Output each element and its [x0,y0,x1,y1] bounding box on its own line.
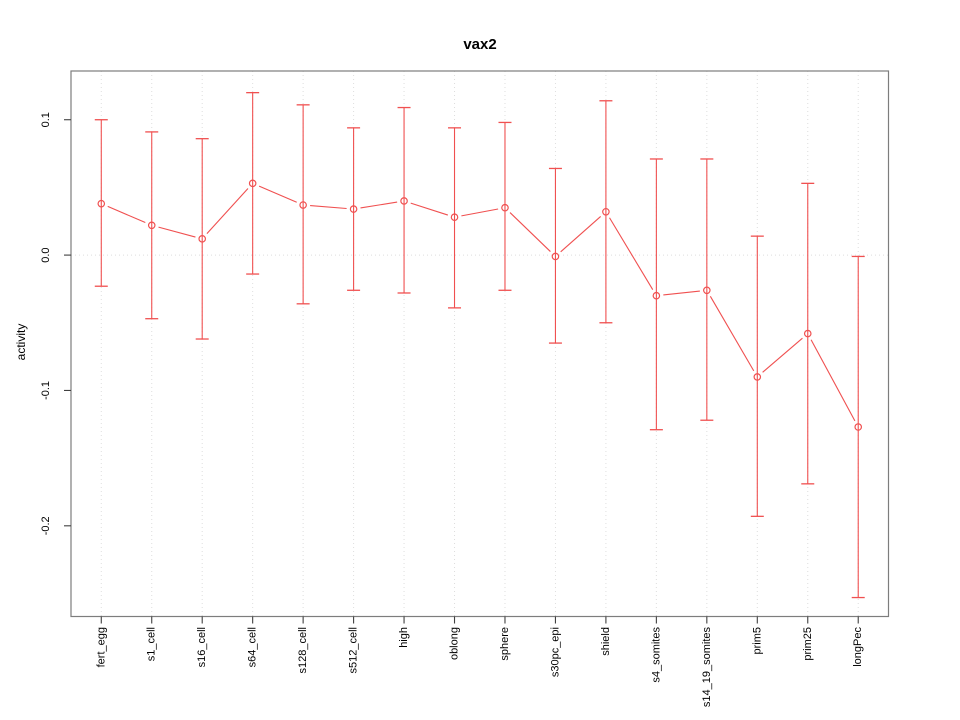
series-segment [560,216,602,253]
data-point-marker [854,423,863,431]
x-tick-label: s64_cell [247,627,259,667]
series-segment [206,188,249,235]
series-segment [709,296,755,372]
series-segment [310,205,347,210]
series-segment [810,339,856,422]
data-point-marker [198,235,207,243]
chart-title: vax2 [463,36,497,53]
x-tick-label: oblong [449,627,461,660]
data-point-marker [602,207,610,216]
x-tick-label: sphere [499,627,511,661]
series-segment [509,212,551,252]
x-tick-label: high [398,627,410,648]
data-point-marker [97,199,106,208]
y-tick-label: -0.2 [40,516,52,535]
series-segment [663,290,700,296]
data-point-marker [349,205,358,213]
data-point-marker [400,197,408,205]
data-point-marker [299,201,307,209]
data-point-marker [652,291,661,300]
data-point-marker [501,203,509,212]
series-segment [158,226,196,238]
series-segment [461,208,499,217]
x-tick-label: s14_19_somites [701,627,713,708]
x-tick-label: prim25 [802,627,814,661]
x-tick-label: s4_somites [650,627,662,683]
x-tick-label: s30pc_epi [549,627,561,677]
x-tick-label: s512_cell [348,627,360,673]
y-tick-label: -0.1 [40,381,52,400]
series-segment [609,217,654,290]
plot-frame [70,70,890,618]
x-tick-label: fert_egg [95,627,107,667]
x-tick-label: s16_cell [196,627,208,667]
y-tick-label: 0.1 [40,112,52,127]
data-point-marker [753,373,762,381]
series-segment [107,205,146,224]
x-tick-label: s128_cell [297,627,309,673]
data-point-marker [803,329,812,338]
series-segment [258,185,297,203]
series-segment [360,201,398,209]
y-tick-label: 0.0 [40,247,52,262]
data-point-marker [450,213,459,221]
data-point-marker [551,252,560,261]
x-tick-label: s1_cell [146,627,158,661]
series-segment [410,202,449,216]
data-point-marker [147,221,156,230]
series-segment [762,337,803,373]
x-tick-label: prim5 [751,627,763,655]
x-tick-label: longPec [852,627,864,667]
data-point-marker [703,286,711,295]
data-point-marker [248,179,257,188]
x-tick-label: shield [600,627,612,656]
